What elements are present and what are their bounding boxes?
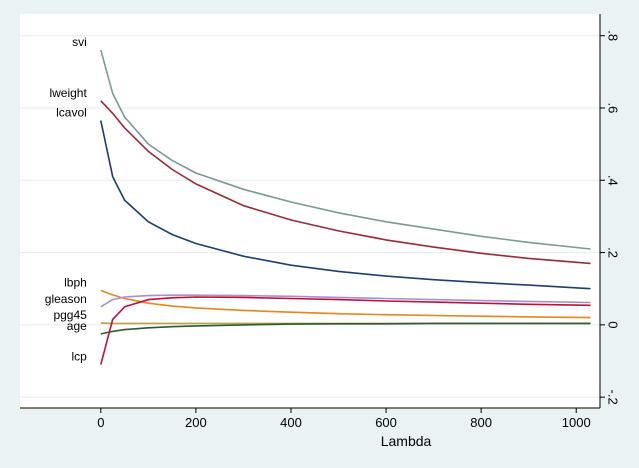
series-label-age: age [67, 319, 87, 333]
series-line-lcp [100, 296, 591, 365]
y-tick-label-5: .8 [606, 30, 621, 41]
series-label-svi: svi [72, 35, 87, 49]
series-line-gleason [100, 294, 591, 308]
x-tick-label-3: 600 [375, 415, 397, 430]
x-tick-label-0: 0 [97, 415, 104, 430]
x-tick-label-2: 400 [280, 415, 302, 430]
x-axis: 0 200 400 600 800 1000 [20, 407, 600, 430]
gridlines [20, 35, 600, 398]
x-tick-label-1: 200 [185, 415, 207, 430]
series-label-lcavol: lcavol [56, 106, 87, 120]
y-tick-label-4: .6 [606, 103, 621, 114]
series-label-pgg45: pgg45 [53, 308, 87, 322]
x-axis-title: Lambda [381, 433, 432, 449]
x-tick-label-4: 800 [470, 415, 492, 430]
y-tick-label-3: .4 [606, 175, 621, 186]
y-axis: -.2 0 .2 .4 .6 .8 [599, 14, 621, 408]
series-line-lbph [100, 289, 591, 319]
series-label-lbph: lbph [64, 276, 87, 290]
series-lines [100, 49, 591, 365]
plot-area-background [20, 14, 600, 408]
series-label-gleason: gleason [45, 292, 87, 306]
y-tick-label-1: 0 [606, 321, 621, 328]
x-tick-label-5: 1000 [562, 415, 591, 430]
series-label-lweight: lweight [49, 86, 87, 100]
series-label-lcp: lcp [71, 350, 87, 364]
series-line-svi [100, 49, 591, 250]
series-line-lcavol [100, 120, 591, 290]
series-line-age [100, 322, 591, 335]
y-tick-label-2: .2 [606, 247, 621, 258]
y-tick-label-0: -.2 [606, 390, 621, 405]
series-line-lweight [100, 100, 591, 265]
